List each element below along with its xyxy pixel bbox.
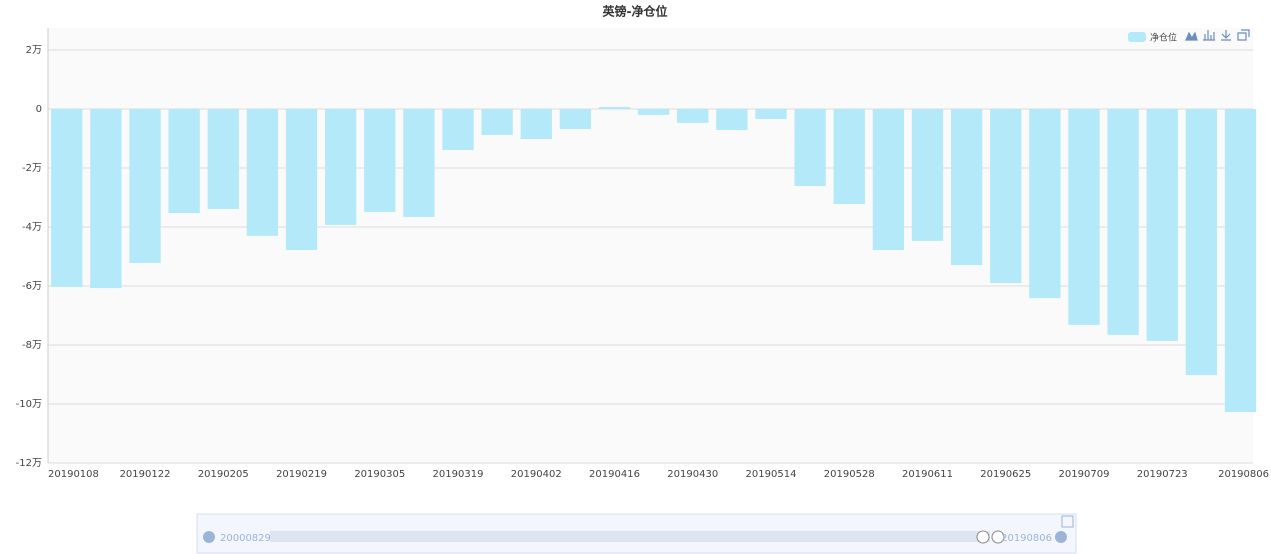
- bar: [637, 109, 670, 115]
- x-tick-label: 20190806: [1218, 469, 1269, 480]
- zoom-left-arrow[interactable]: [203, 531, 215, 543]
- bar: [1068, 109, 1100, 325]
- bar: [872, 109, 905, 251]
- bar: [324, 109, 357, 225]
- restore-icon[interactable]: [1237, 29, 1250, 41]
- legend-swatch: [1128, 32, 1146, 42]
- legend-label: 净仓位: [1150, 32, 1177, 44]
- x-tick-label: 20190219: [276, 469, 327, 480]
- x-tick-label: 20190709: [1059, 469, 1110, 480]
- x-tick-label: 20190305: [354, 469, 405, 480]
- x-tick-label: 20190402: [511, 469, 562, 480]
- y-tick-label: -10万: [16, 399, 42, 410]
- bar: [833, 109, 865, 204]
- bar: [755, 109, 787, 120]
- bar-icon[interactable]: [1203, 30, 1215, 41]
- x-tick-label: 20190205: [198, 469, 249, 480]
- bar: [90, 109, 122, 289]
- bar: [1029, 109, 1061, 299]
- bar: [911, 109, 944, 241]
- y-tick-label: 0: [36, 104, 42, 115]
- x-tick-label: 20190625: [980, 469, 1031, 480]
- zoom-track[interactable]: [270, 531, 990, 542]
- download-icon[interactable]: [1221, 30, 1231, 41]
- y-tick-label: 2万: [26, 45, 42, 56]
- y-tick-label: -2万: [22, 163, 42, 174]
- bar: [520, 109, 552, 140]
- bar: [51, 109, 83, 287]
- bar: [559, 109, 592, 130]
- x-tick-label: 20190528: [824, 469, 875, 480]
- bar: [285, 109, 318, 251]
- bar: [364, 109, 396, 212]
- bar: [794, 109, 826, 186]
- bar: [442, 109, 474, 151]
- toolbox[interactable]: [1185, 29, 1250, 41]
- y-tick-label: -4万: [22, 222, 42, 233]
- zoom-reset[interactable]: [1061, 515, 1074, 528]
- bar: [1224, 109, 1257, 412]
- zoom-handle[interactable]: [991, 530, 1005, 544]
- data-zoom[interactable]: 20000829 20190806: [196, 513, 1077, 554]
- zoom-start-label: 20000829: [220, 533, 271, 544]
- bar: [129, 109, 161, 263]
- chart-title: 英镑-净仓位: [603, 4, 668, 19]
- bar: [990, 109, 1022, 284]
- y-tick-label: -12万: [16, 458, 42, 469]
- x-tick-label: 20190514: [746, 469, 797, 480]
- x-tick-label: 20190723: [1137, 469, 1188, 480]
- bar: [403, 109, 435, 217]
- bar: [207, 109, 239, 210]
- x-tick-label: 20190319: [433, 469, 484, 480]
- bar: [716, 109, 748, 130]
- x-tick-label: 20190430: [667, 469, 718, 480]
- bar: [246, 109, 279, 236]
- bar: [168, 109, 200, 214]
- bar: [481, 109, 513, 135]
- bar: [598, 106, 631, 109]
- bar: [1185, 109, 1218, 376]
- zoom-handle[interactable]: [976, 530, 990, 544]
- bar: [1107, 109, 1139, 335]
- x-tick-label: 20190122: [120, 469, 171, 480]
- zoom-end-label: 20190806: [1001, 533, 1052, 544]
- y-tick-label: -6万: [22, 281, 42, 292]
- x-tick-label: 20190108: [48, 469, 99, 480]
- line-icon[interactable]: [1185, 31, 1198, 41]
- bar: [1146, 109, 1178, 341]
- y-tick-label: -8万: [22, 340, 42, 351]
- zoom-right-arrow[interactable]: [1055, 531, 1067, 543]
- bar: [677, 109, 709, 123]
- x-tick-label: 20190611: [902, 469, 953, 480]
- x-tick-label: 20190416: [589, 469, 640, 480]
- bar: [950, 109, 983, 266]
